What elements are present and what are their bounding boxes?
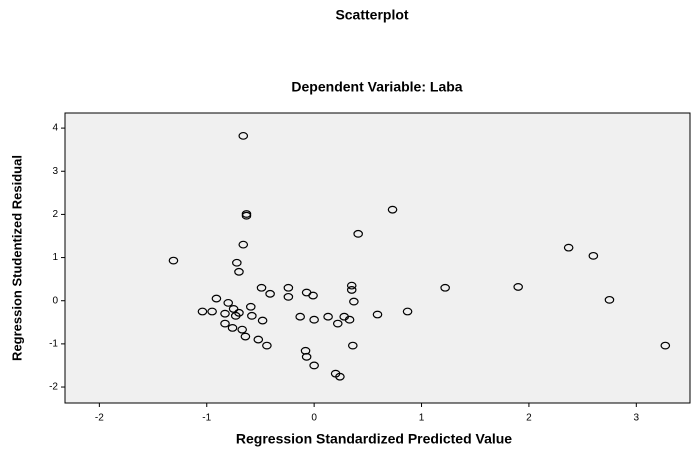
point bbox=[348, 341, 358, 350]
point bbox=[197, 307, 208, 316]
y-tick-label: 4 bbox=[52, 123, 58, 134]
point bbox=[283, 292, 294, 301]
point bbox=[241, 211, 252, 220]
point bbox=[563, 243, 574, 252]
x-tick-label: -2 bbox=[95, 413, 104, 424]
y-tick-label: 2 bbox=[52, 209, 58, 220]
point bbox=[283, 283, 294, 292]
x-axis-label: Regression Standardized Predicted Value bbox=[236, 431, 512, 447]
point bbox=[262, 341, 272, 350]
point bbox=[308, 291, 318, 300]
x-tick-label: -1 bbox=[202, 413, 211, 424]
point bbox=[228, 305, 239, 313]
y-tick-label: -2 bbox=[49, 382, 58, 393]
point bbox=[309, 361, 319, 370]
point bbox=[247, 311, 257, 320]
x-tick-label: 1 bbox=[419, 413, 425, 424]
point bbox=[257, 316, 268, 325]
chart-subtitle: Dependent Variable: Laba bbox=[291, 79, 462, 95]
x-tick-label: 3 bbox=[634, 413, 640, 424]
point bbox=[295, 312, 305, 321]
point bbox=[349, 297, 359, 306]
point bbox=[660, 341, 671, 350]
point bbox=[220, 309, 230, 318]
point bbox=[238, 240, 249, 249]
x-tick-label: 2 bbox=[526, 413, 532, 424]
y-tick-label: 1 bbox=[52, 252, 58, 263]
point bbox=[230, 311, 241, 320]
point bbox=[402, 307, 413, 316]
point bbox=[344, 315, 355, 324]
chart-title: Scatterplot bbox=[335, 7, 408, 23]
point bbox=[168, 256, 179, 265]
point bbox=[211, 294, 222, 303]
y-tick-label: -1 bbox=[49, 339, 58, 350]
point bbox=[253, 335, 264, 344]
x-tick-label: 0 bbox=[311, 413, 317, 424]
point bbox=[323, 312, 333, 321]
point bbox=[353, 229, 363, 238]
point bbox=[332, 319, 343, 328]
point bbox=[588, 251, 599, 260]
point bbox=[265, 289, 275, 298]
point bbox=[440, 283, 450, 292]
point bbox=[335, 372, 345, 381]
point bbox=[223, 298, 234, 307]
point bbox=[234, 267, 244, 276]
point bbox=[372, 310, 383, 319]
point bbox=[387, 205, 398, 214]
point bbox=[207, 307, 217, 316]
y-tick-label: 3 bbox=[52, 166, 58, 177]
point bbox=[309, 315, 319, 324]
point bbox=[227, 324, 238, 332]
point bbox=[245, 302, 256, 311]
point bbox=[301, 352, 312, 361]
point bbox=[220, 319, 230, 328]
point bbox=[240, 332, 251, 341]
point bbox=[256, 283, 267, 292]
point bbox=[237, 325, 247, 334]
y-tick-label: 0 bbox=[52, 295, 58, 306]
point bbox=[232, 258, 242, 267]
point bbox=[238, 131, 249, 140]
point bbox=[346, 286, 357, 294]
point bbox=[604, 295, 615, 304]
point bbox=[513, 283, 523, 291]
y-axis-label: Regression Studentized Residual bbox=[9, 155, 24, 361]
plot-area bbox=[64, 112, 691, 404]
point bbox=[346, 281, 357, 290]
